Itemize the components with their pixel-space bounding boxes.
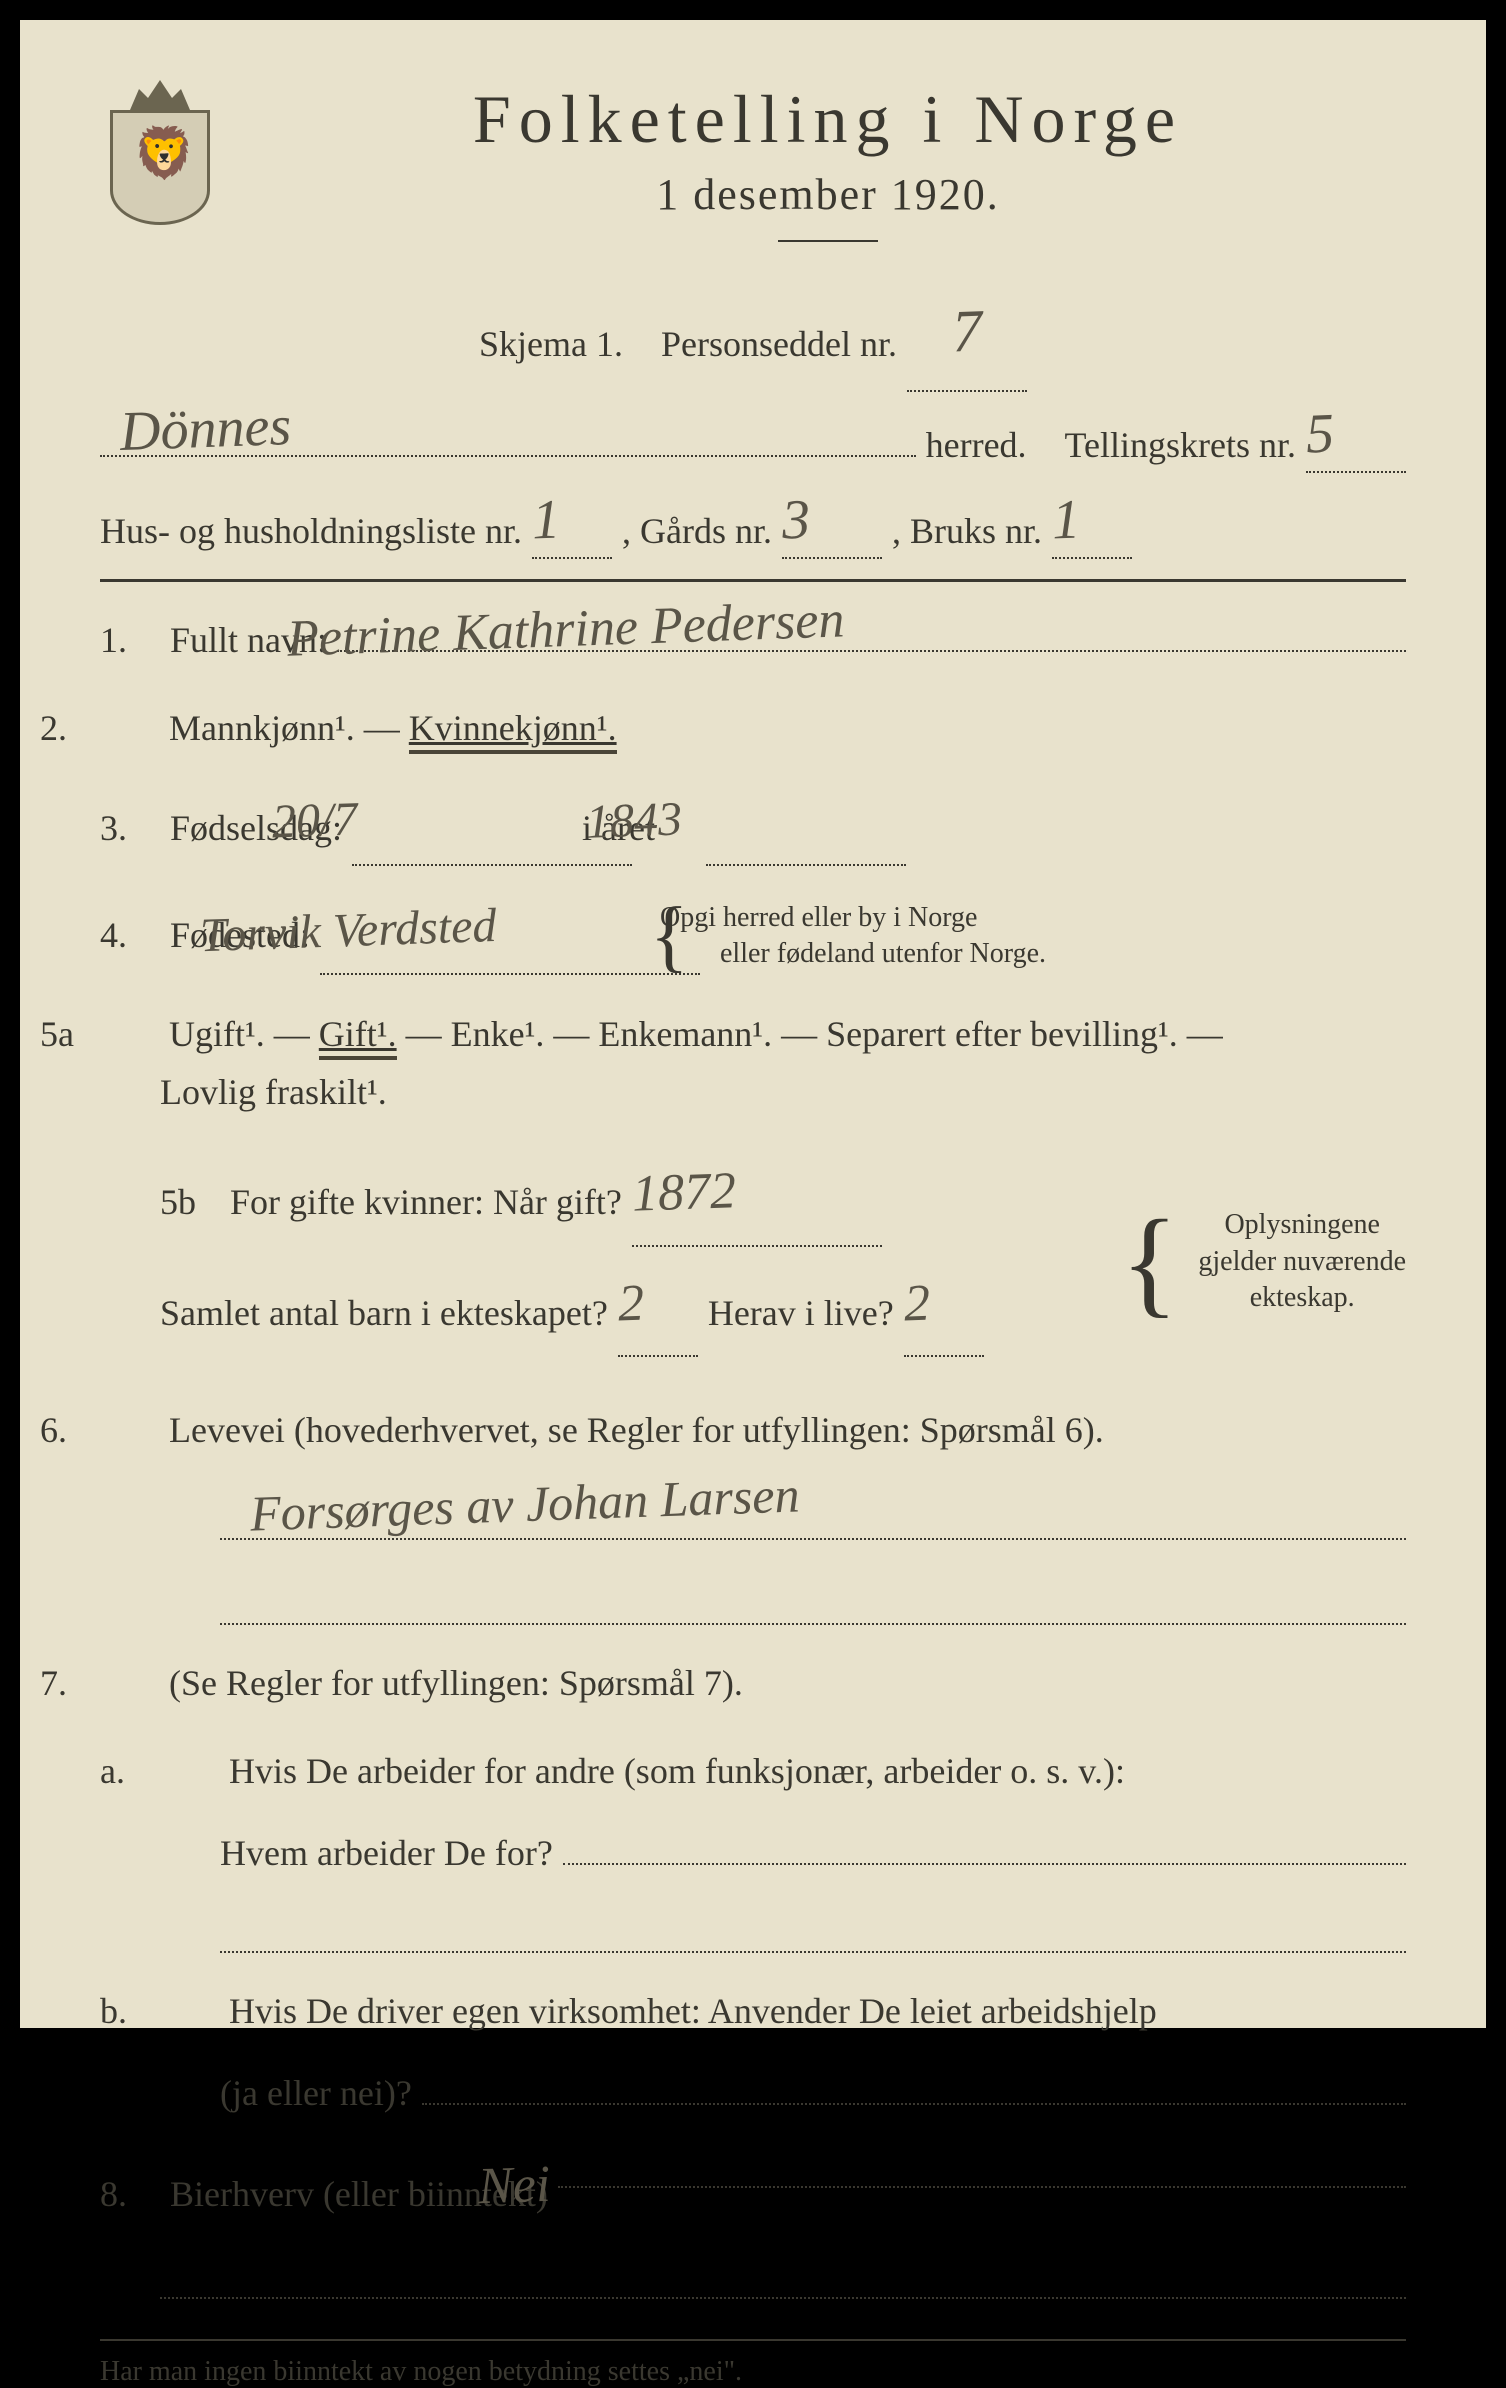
q5b-num: 5b [160, 1170, 220, 1235]
husliste-value: 1 [531, 488, 561, 553]
husliste-label: Hus- og husholdningsliste nr. [100, 510, 522, 552]
brace-icon: { [1121, 1202, 1179, 1322]
q5a-opt6: Lovlig fraskilt¹. [160, 1072, 387, 1112]
q7b-label: Hvis De driver egen virksomhet: Anvender… [229, 1991, 1157, 2031]
q3-year-value: 1843 [645, 782, 684, 860]
q5b-value3: 2 [902, 1256, 931, 1350]
q1-line: 1. Fullt navn: Petrine Kathrine Pedersen [100, 612, 1406, 670]
skjema-line: Skjema 1. Personseddel nr. 7 [100, 282, 1406, 392]
q7-num: 7. [100, 1655, 160, 1713]
q7-line: 7. (Se Regler for utfyllingen: Spørsmål … [100, 1655, 1406, 1713]
divider [778, 240, 878, 242]
title-block: Folketelling i Norge 1 desember 1920. [250, 80, 1406, 262]
q1-value: Petrine Kathrine Pedersen [346, 578, 846, 678]
gards-value: 3 [781, 488, 811, 553]
bruks-value: 1 [1051, 488, 1081, 553]
q7a-label: Hvis De arbeider for andre (som funksjon… [229, 1751, 1125, 1791]
husliste-line: Hus- og husholdningsliste nr. 1 , Gårds … [100, 493, 1406, 559]
tellingskrets-label: Tellingskrets nr. [1065, 424, 1296, 466]
document-header: 🦁 Folketelling i Norge 1 desember 1920. [100, 80, 1406, 262]
q5b-label1: For gifte kvinner: Når gift? [230, 1170, 622, 1235]
q7a-num: a. [160, 1743, 220, 1801]
herred-value: Dönnes [119, 394, 292, 464]
q5a-opt3: Enke¹. [451, 1014, 545, 1054]
q5a-opt2: Gift¹. [319, 1014, 397, 1060]
coat-of-arms-icon: 🦁 [100, 80, 220, 230]
q7a-blank-line [220, 1908, 1406, 1953]
q2-kvinne: Kvinnekjønn¹. [409, 708, 617, 754]
q7b-line: b. Hvis De driver egen virksomhet: Anven… [100, 1983, 1406, 2041]
q2-line: 2. Mannkjønn¹. — Kvinnekjønn¹. [100, 700, 1406, 758]
q6-line: 6. Levevei (hovederhvervet, se Regler fo… [100, 1402, 1406, 1460]
census-document: 🦁 Folketelling i Norge 1 desember 1920. … [0, 0, 1506, 2048]
q7a-label2: Hvem arbeider De for? [220, 1825, 553, 1883]
q3-day-value: 20/7 [331, 782, 359, 860]
footnote: Har man ingen biinntekt av nogen betydni… [100, 2339, 1406, 2388]
q2-dash: — [364, 708, 409, 748]
q7b-label2: (ja eller nei)? [220, 2065, 412, 2123]
q8-blank-line [160, 2254, 1406, 2299]
q8-line: 8. Bierhverv (eller biinntekt) Nei [100, 2148, 1406, 2224]
q5b-value2: 2 [616, 1256, 645, 1350]
q5a-num: 5a [100, 1006, 160, 1064]
q5b-note: Oplysningene gjelder nuværende ekteskap. [1198, 1207, 1406, 1316]
q5b-block: 5b For gifte kvinner: Når gift? 1872 Sam… [100, 1151, 1406, 1372]
q3-line: 3. Fødselsdag: 20/7 i året 1843 [100, 787, 1406, 866]
q4-note: Opgi herred eller by i Norge eller fødel… [720, 900, 1046, 973]
q6-num: 6. [100, 1402, 160, 1460]
q5b-label2: Samlet antal barn i ekteskapet? [160, 1281, 608, 1346]
herred-line: Dönnes herred. Tellingskrets nr. 5 [100, 407, 1406, 473]
q5b-line1: 5b For gifte kvinner: Når gift? 1872 [100, 1151, 1101, 1247]
gards-label: , Gårds nr. [622, 510, 772, 552]
q7a-line2: Hvem arbeider De for? [100, 1825, 1406, 1883]
q5b-value1: 1872 [630, 1144, 737, 1241]
q4-line: 4. Fødested: Torvik Verdsted { Opgi herr… [100, 896, 1406, 976]
q5a-opt1: Ugift¹. [169, 1014, 265, 1054]
q7-label: (Se Regler for utfyllingen: Spørsmål 7). [169, 1663, 743, 1703]
q6-blank-line [220, 1580, 1406, 1625]
tellingskrets-value: 5 [1305, 402, 1335, 467]
q6-answer: Forsørges av Johan Larsen [100, 1490, 1406, 1550]
herred-label: herred. [926, 424, 1027, 466]
personseddel-value: 7 [950, 277, 984, 386]
q5b-line2: Samlet antal barn i ekteskapet? 2 Herav … [100, 1262, 1101, 1358]
q2-num: 2. [100, 700, 160, 758]
subtitle: 1 desember 1920. [250, 169, 1406, 220]
q5a-line: 5a Ugift¹. — Gift¹. — Enke¹. — Enkemann¹… [100, 1006, 1406, 1121]
skjema-label: Skjema 1. [479, 312, 623, 377]
q5a-opt4: Enkemann¹. [598, 1014, 772, 1054]
q7b-num: b. [160, 1983, 220, 2041]
q8-value: Nei [536, 2143, 551, 2227]
bruks-label: , Bruks nr. [892, 510, 1042, 552]
q7b-line2: (ja eller nei)? [100, 2065, 1406, 2123]
q4-value: Torvik Verdsted [259, 887, 498, 972]
main-title: Folketelling i Norge [250, 80, 1406, 159]
q5b-label3: Herav i live? [708, 1281, 894, 1346]
q7a-line: a. Hvis De arbeider for andre (som funks… [100, 1743, 1406, 1801]
q2-mann: Mannkjønn¹. [169, 708, 355, 748]
personseddel-label: Personseddel nr. [661, 312, 897, 377]
q5a-opt5: Separert efter bevilling¹. [826, 1014, 1178, 1054]
q6-label: Levevei (hovederhvervet, se Regler for u… [169, 1410, 1104, 1450]
q6-value: Forsørges av Johan Larsen [249, 1465, 800, 1542]
